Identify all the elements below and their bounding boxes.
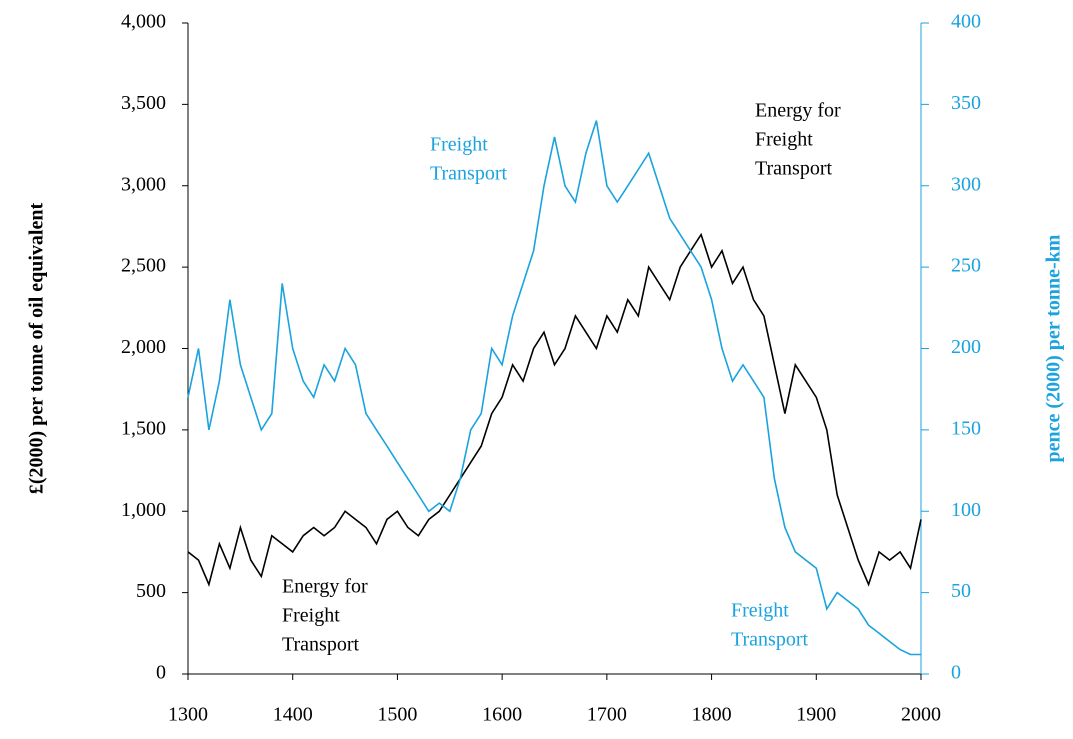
x-tick-label: 1300	[168, 704, 208, 726]
x-tick-label: 1900	[796, 704, 836, 726]
y-tick-label: 1,000	[121, 499, 166, 521]
y-tick-label: 3,000	[121, 173, 166, 195]
y-tick-label: 0	[156, 662, 166, 684]
y-tick-label: 2,000	[121, 336, 166, 358]
x-tick-label: 1400	[273, 704, 313, 726]
y-tick-label: 500	[136, 580, 166, 602]
annotation: Freight	[282, 605, 340, 627]
annotation: Freight	[731, 600, 789, 622]
y2-tick-label: 50	[951, 580, 971, 602]
x-tick-label: 1800	[692, 704, 732, 726]
annotation: Transport	[731, 629, 808, 651]
y-tick-label: 4,000	[121, 11, 166, 33]
y-axis-label: £(2000) per tonne of oil equivalent	[26, 203, 48, 495]
y2-tick-label: 0	[951, 662, 961, 684]
x-tick-label: 1700	[587, 704, 627, 726]
y2-tick-label: 350	[951, 92, 981, 114]
y2-axis-label: pence (2000) per tonne-km	[1043, 234, 1065, 462]
annotation: Freight	[430, 134, 488, 156]
y2-tick-label: 100	[951, 499, 981, 521]
annotation: Transport	[755, 158, 832, 180]
annotation: Energy for	[282, 576, 368, 598]
annotation: Transport	[282, 634, 359, 656]
y2-tick-label: 400	[951, 11, 981, 33]
y-tick-label: 3,500	[121, 92, 166, 114]
y2-tick-label: 300	[951, 173, 981, 195]
x-tick-label: 1500	[377, 704, 417, 726]
series-line	[187, 232, 922, 587]
annotation: Freight	[755, 129, 813, 151]
y-tick-label: 2,500	[121, 255, 166, 277]
y-tick-label: 1,500	[121, 417, 166, 439]
x-tick-label: 2000	[901, 704, 941, 726]
y2-tick-label: 150	[951, 417, 981, 439]
annotation: Energy for	[755, 100, 841, 122]
y2-tick-label: 200	[951, 336, 981, 358]
y2-tick-label: 250	[951, 255, 981, 277]
annotation: Transport	[430, 163, 507, 185]
x-tick-label: 1600	[482, 704, 522, 726]
series-line	[187, 120, 921, 656]
